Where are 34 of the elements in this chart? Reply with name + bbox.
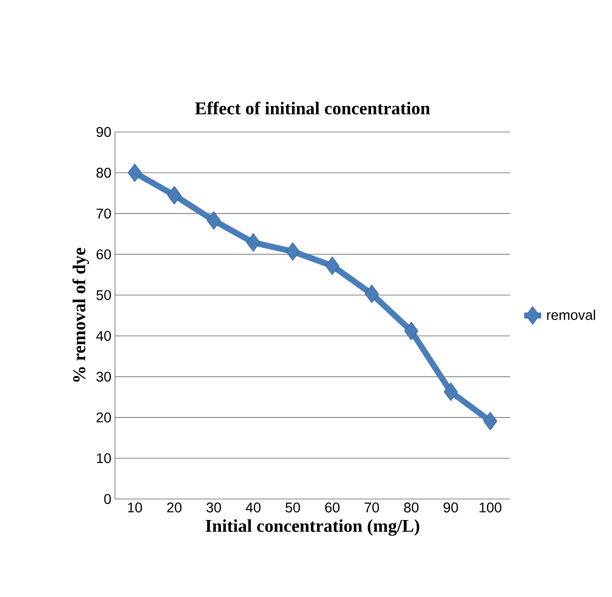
y-tick-label: 40 (96, 330, 111, 341)
point (206, 211, 221, 230)
point (483, 412, 498, 430)
x-tick-label: 30 (206, 502, 221, 512)
x-tick-label: 100 (480, 502, 502, 512)
point (444, 382, 458, 401)
y-tick-label: 70 (96, 208, 111, 219)
x-tick-label: 50 (286, 502, 300, 512)
x-tick-label: 80 (404, 502, 419, 512)
y-tick-label: 10 (96, 453, 111, 464)
point (364, 284, 379, 304)
point (246, 233, 260, 252)
chart-title: Effect of initinal concentration (195, 102, 430, 114)
point (325, 256, 340, 275)
y-axis-title: % removal of dye (72, 248, 90, 382)
x-tick-label: 40 (246, 502, 260, 512)
point (167, 186, 182, 204)
point (286, 242, 300, 261)
y-tick-label: 50 (96, 290, 111, 300)
x-tick-label: 20 (167, 502, 182, 512)
y-tick-label: 30 (96, 372, 111, 382)
x-tick-label: 10 (128, 502, 142, 512)
y-tick-label: 90 (96, 127, 111, 137)
y-tick-label: 20 (96, 412, 111, 422)
x-axis-title: Initial concentration (mg/L) (206, 519, 420, 536)
y-tick-label: 60 (96, 249, 111, 260)
legend-label: removal (547, 310, 596, 320)
y-tick-label: 80 (96, 168, 111, 178)
y-tick-label: 0 (104, 494, 111, 504)
x-tick-label: 90 (444, 502, 458, 512)
x-tick-label: 60 (325, 502, 340, 512)
point (404, 322, 418, 340)
point (128, 164, 142, 182)
x-tick-label: 70 (364, 502, 379, 512)
